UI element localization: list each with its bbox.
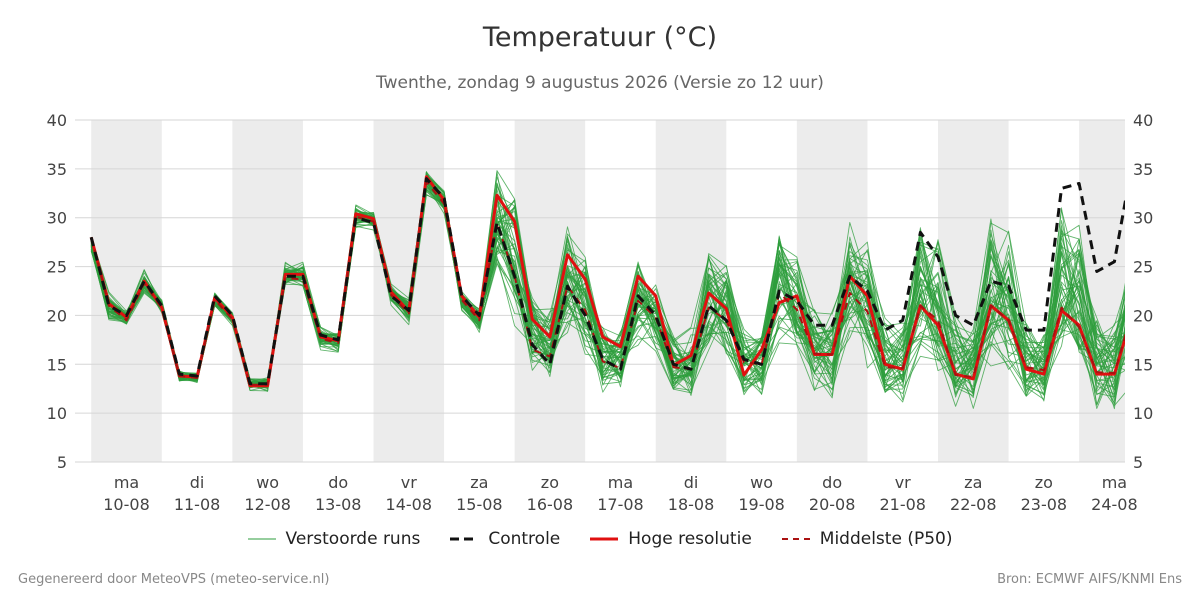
y-tick-label-right: 25 (1133, 258, 1153, 277)
y-tick-label-right: 40 (1133, 111, 1153, 130)
x-tick-label-date: 12-08 (244, 495, 291, 514)
x-tick-label-day: do (822, 473, 842, 492)
x-tick-label-day: wo (256, 473, 279, 492)
y-tick-label-right: 30 (1133, 209, 1153, 228)
x-tick-label-day: zo (1035, 473, 1053, 492)
legend-item-ensemble[interactable]: Verstoorde runs (247, 529, 421, 549)
x-tick-label-day: vr (401, 473, 417, 492)
x-tick-label-date: 17-08 (597, 495, 644, 514)
x-tick-label-day: wo (750, 473, 773, 492)
chart-legend: Verstoorde runs Controle Hoge resolutie … (0, 529, 1200, 549)
x-tick-label-date: 22-08 (950, 495, 997, 514)
y-tick-label-right: 15 (1133, 355, 1153, 374)
x-tick-label-day: vr (895, 473, 911, 492)
legend-item-p50[interactable]: Middelste (P50) (781, 529, 953, 549)
x-tick-label-date: 21-08 (879, 495, 926, 514)
y-tick-label-left: 40 (47, 111, 67, 130)
y-tick-label-left: 20 (47, 306, 67, 325)
x-tick-label-day: ma (1102, 473, 1127, 492)
x-tick-label-day: do (328, 473, 348, 492)
x-tick-label-date: 16-08 (527, 495, 574, 514)
x-tick-label-date: 15-08 (456, 495, 503, 514)
chart-subtitle: Twenthe, zondag 9 augustus 2026 (Versie … (376, 73, 824, 93)
ensemble-member-line (90, 173, 1125, 383)
hires-line (89, 175, 1125, 388)
legend-item-hires[interactable]: Hoge resolutie (590, 529, 752, 549)
legend-label-hires: Hoge resolutie (628, 529, 752, 549)
y-tick-label-left: 10 (47, 404, 67, 423)
chart-title: Temperatuur (°C) (482, 22, 718, 53)
footer-source: Bron: ECMWF AIFS/KNMI Ens (997, 572, 1182, 587)
x-tick-label-date: 18-08 (668, 495, 715, 514)
x-tick-label-date: 14-08 (386, 495, 433, 514)
footer-generator: Gegenereerd door MeteoVPS (meteo-service… (18, 572, 330, 587)
x-tick-label-day: za (964, 473, 982, 492)
x-tick-label-day: ma (114, 473, 139, 492)
day-shade (232, 120, 303, 462)
x-tick-label-date: 11-08 (174, 495, 221, 514)
legend-label-p50: Middelste (P50) (819, 529, 953, 549)
x-tick-label-day: di (684, 473, 699, 492)
y-tick-label-left: 30 (47, 209, 67, 228)
legend-swatch-control (450, 537, 479, 541)
y-tick-label-left: 25 (47, 258, 67, 277)
x-tick-label-date: 23-08 (1021, 495, 1068, 514)
day-shade (373, 120, 445, 462)
x-tick-label-date: 10-08 (103, 495, 150, 514)
y-tick-label-right: 5 (1133, 453, 1143, 472)
x-tick-label-date: 20-08 (809, 495, 856, 514)
y-tick-label-right: 35 (1133, 160, 1153, 179)
x-tick-label-date: 19-08 (738, 495, 785, 514)
x-tick-label-date: 24-08 (1091, 495, 1138, 514)
y-tick-label-right: 10 (1133, 404, 1153, 423)
x-tick-label-day: za (470, 473, 488, 492)
plot-area (89, 170, 1125, 410)
legend-swatch-p50 (781, 538, 810, 540)
legend-swatch-ensemble (247, 538, 276, 540)
ensemble-member-line (90, 173, 1125, 385)
ensemble-member-line (90, 194, 1125, 409)
legend-item-control[interactable]: Controle (450, 529, 560, 549)
x-tick-label-day: zo (541, 473, 559, 492)
x-tick-label-date: 13-08 (315, 495, 362, 514)
legend-swatch-hires (590, 537, 619, 541)
y-tick-label-left: 35 (47, 160, 67, 179)
y-tick-label-left: 15 (47, 355, 67, 374)
x-tick-label-day: di (190, 473, 205, 492)
y-tick-label-left: 5 (57, 453, 67, 472)
control-line (89, 177, 1125, 386)
y-tick-label-right: 20 (1133, 306, 1153, 325)
x-tick-label-day: ma (608, 473, 633, 492)
legend-label-control: Controle (488, 529, 561, 549)
legend-label-ensemble: Verstoorde runs (285, 529, 421, 549)
